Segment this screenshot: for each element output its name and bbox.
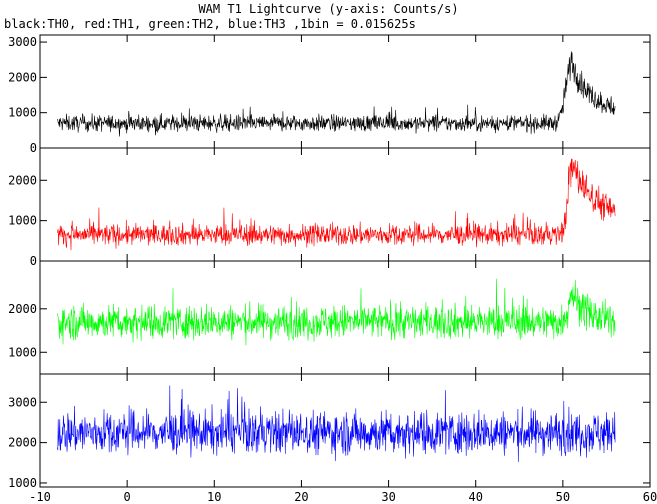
x-tick-label: 40 (468, 490, 482, 504)
y-tick-label: 0 (30, 254, 37, 268)
chart-subtitle: black:TH0, red:TH1, green:TH2, blue:TH3 … (4, 17, 416, 31)
y-tick-label: 0 (30, 141, 37, 155)
x-tick-label: 0 (124, 490, 131, 504)
series-line-TH1 (57, 158, 616, 251)
y-tick-label: 2000 (8, 302, 37, 316)
y-tick-label: 2000 (8, 173, 37, 187)
y-tick-label: 1000 (8, 214, 37, 228)
panel-frame-TH3 (39, 373, 651, 488)
x-tick-label: 30 (381, 490, 395, 504)
y-tick-label: 3000 (8, 395, 37, 409)
x-tick-label: 20 (294, 490, 308, 504)
panel-frame-TH1 (39, 147, 651, 262)
series-line-TH3 (57, 385, 616, 462)
y-tick-label: 1000 (8, 106, 37, 120)
series-line-TH0 (57, 51, 616, 137)
chart-title: WAM T1 Lightcurve (y-axis: Counts/s) (198, 2, 459, 16)
panel-frame-TH0 (39, 34, 651, 149)
x-tick-label: 60 (643, 490, 657, 504)
x-tick-label: 10 (207, 490, 221, 504)
y-tick-label: 1000 (8, 345, 37, 359)
x-tick-label: -10 (29, 490, 51, 504)
y-tick-label: 2000 (8, 70, 37, 84)
y-tick-label: 1000 (8, 476, 37, 490)
x-tick-label: 50 (556, 490, 570, 504)
y-tick-label: 2000 (8, 436, 37, 450)
series-line-TH2 (57, 278, 616, 346)
y-tick-label: 3000 (8, 35, 37, 49)
